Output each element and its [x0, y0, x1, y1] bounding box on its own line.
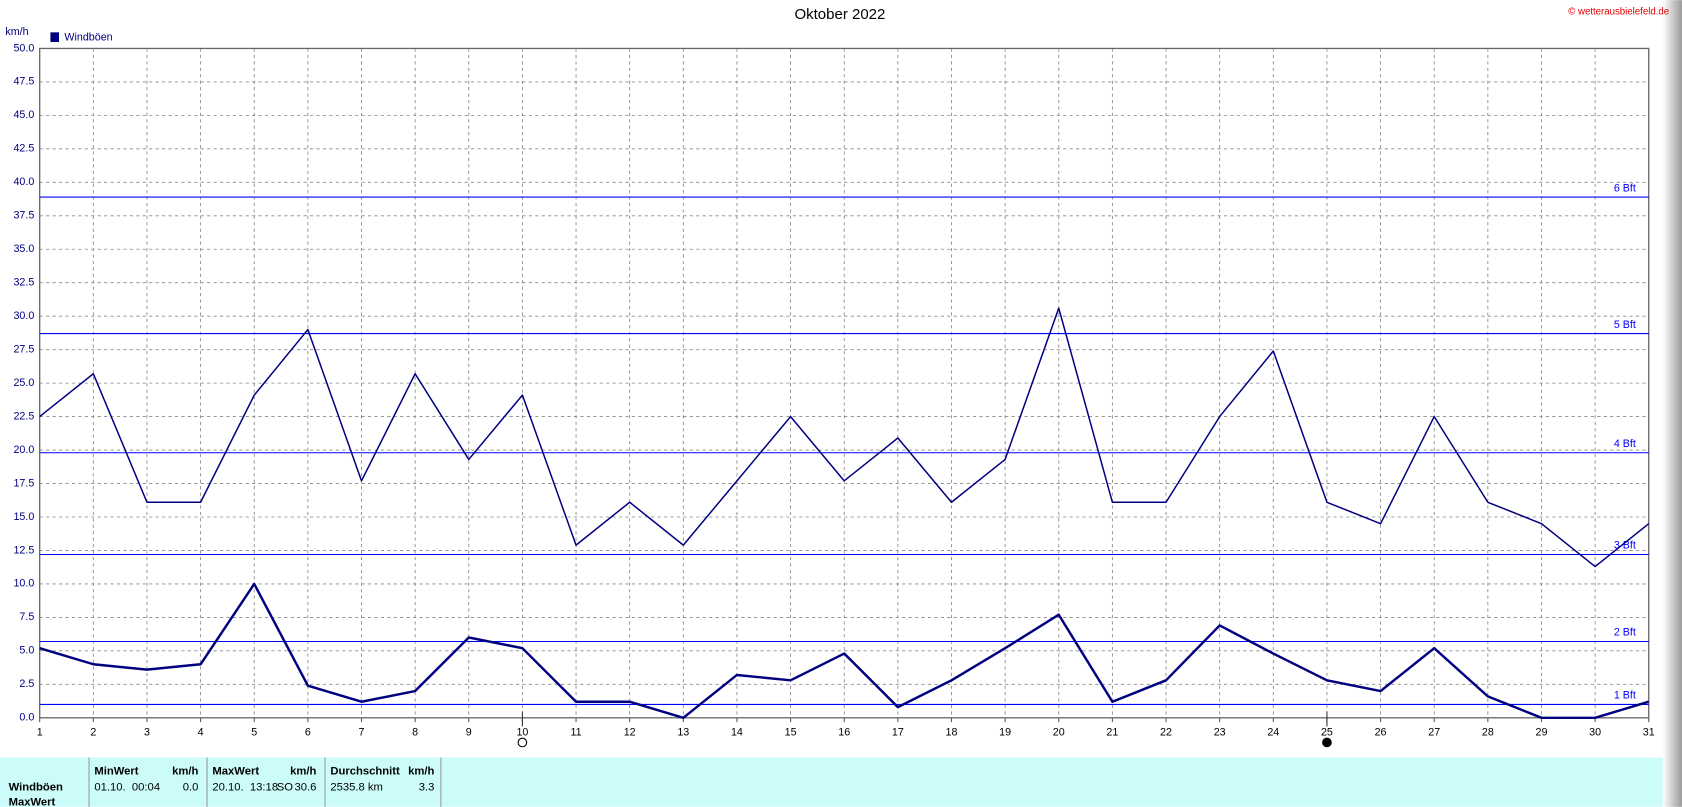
x-tick-label: 29 — [1536, 727, 1548, 739]
header-cell: km/h — [172, 765, 198, 777]
x-tick-label: 19 — [999, 727, 1011, 739]
window-edge — [1662, 0, 1682, 807]
y-tick-label: 37.5 — [13, 210, 34, 222]
reference-label: 5 Bft — [1614, 319, 1636, 331]
reference-label: 3 Bft — [1614, 540, 1636, 552]
moon-phase — [517, 737, 528, 748]
x-tick-label: 28 — [1482, 727, 1494, 739]
stats-table: MinWert km/h MaxWert km/h Durchschnitt k… — [9, 757, 442, 807]
x-tick-label: 31 — [1643, 727, 1655, 739]
cell: 20.10. 13:18 — [212, 781, 278, 793]
x-tick-label: 16 — [838, 727, 850, 739]
y-tick-label: 17.5 — [13, 477, 34, 489]
cell: 2535.8 km — [330, 781, 383, 793]
x-tick-label: 12 — [624, 727, 636, 739]
x-tick-label: 21 — [1106, 727, 1118, 739]
y-tick-label: 25.0 — [13, 377, 34, 389]
row-label: Windböen — [9, 781, 63, 793]
y-tick-label: 30.0 — [13, 310, 34, 322]
y-tick-label: 0.0 — [19, 712, 34, 724]
y-tick-label: 5.0 — [19, 645, 34, 657]
y-tick-label: 47.5 — [13, 76, 34, 88]
x-tick-label: 14 — [731, 727, 743, 739]
data-line — [39, 582, 1650, 720]
cell: 01.10. 00:04 — [94, 781, 160, 793]
x-tick-label: 15 — [785, 727, 797, 739]
legend-swatch — [50, 32, 59, 42]
x-tick-label: 4 — [198, 727, 204, 739]
y-tick-label: 15.0 — [13, 511, 34, 523]
reference-label: 6 Bft — [1614, 182, 1636, 194]
y-tick-label: 20.0 — [13, 444, 34, 456]
row-label: MaxWert — [9, 797, 56, 807]
reference-label: 4 Bft — [1614, 438, 1636, 450]
x-tick-label: 30 — [1589, 727, 1601, 739]
x-tick-label: 11 — [570, 727, 581, 739]
x-tick-label: 5 — [251, 727, 257, 739]
x-tick-label: 23 — [1214, 727, 1226, 739]
y-tick-label: 50.0 — [13, 42, 34, 54]
y-axis-label: km/h — [5, 26, 28, 38]
x-tick-label: 20 — [1053, 727, 1065, 739]
x-tick-label: 8 — [412, 727, 418, 739]
x-tick-label: 25 — [1321, 727, 1333, 739]
y-tick-label: 40.0 — [13, 176, 34, 188]
x-tick-label: 17 — [892, 727, 904, 739]
x-tick-label: 10 — [516, 727, 528, 739]
y-tick-label: 35.0 — [13, 243, 34, 255]
chart-title: Oktober 2022 — [794, 6, 885, 23]
y-tick-label: 45.0 — [13, 109, 34, 121]
data-line — [39, 307, 1650, 568]
y-tick-label: 10.0 — [13, 578, 34, 590]
x-tick-label: 18 — [946, 727, 958, 739]
y-tick-label: 7.5 — [19, 611, 34, 623]
header-cell: Durchschnitt — [330, 765, 400, 777]
cell: 3.3 — [419, 781, 435, 793]
x-tick-label: 24 — [1267, 727, 1279, 739]
header-cell: MaxWert — [212, 765, 259, 777]
x-tick-label: 27 — [1428, 727, 1440, 739]
reference-label: 2 Bft — [1614, 627, 1636, 639]
cell: SO — [277, 781, 294, 793]
cell: 0.0 — [183, 781, 199, 793]
plot-border — [39, 47, 1650, 719]
reference-label: 1 Bft — [1614, 690, 1636, 702]
x-tick-label: 9 — [466, 727, 472, 739]
moon-phase — [1322, 737, 1332, 748]
header-cell: km/h — [290, 765, 316, 777]
header-cell: MinWert — [94, 765, 138, 777]
cell: 30.6 — [295, 781, 317, 793]
x-tick-label: 22 — [1160, 727, 1172, 739]
y-tick-label: 12.5 — [13, 544, 34, 556]
legend-label: Windböen — [64, 32, 112, 44]
y-tick-label: 22.5 — [13, 410, 34, 422]
x-tick-label: 26 — [1375, 727, 1387, 739]
x-tick-label: 7 — [359, 727, 365, 739]
credit: © wetterausbielefeld.de — [1568, 7, 1669, 18]
x-tick-label: 1 — [37, 727, 43, 739]
y-tick-label: 27.5 — [13, 343, 34, 355]
x-tick-label: 13 — [677, 727, 689, 739]
x-tick-label: 6 — [305, 727, 311, 739]
y-tick-label: 42.5 — [13, 143, 34, 155]
y-tick-label: 32.5 — [13, 277, 34, 289]
y-tick-label: 2.5 — [19, 678, 34, 690]
x-tick-label: 3 — [144, 727, 150, 739]
header-cell: km/h — [408, 765, 434, 777]
x-tick-label: 2 — [90, 727, 96, 739]
stats-panel — [0, 757, 1663, 807]
